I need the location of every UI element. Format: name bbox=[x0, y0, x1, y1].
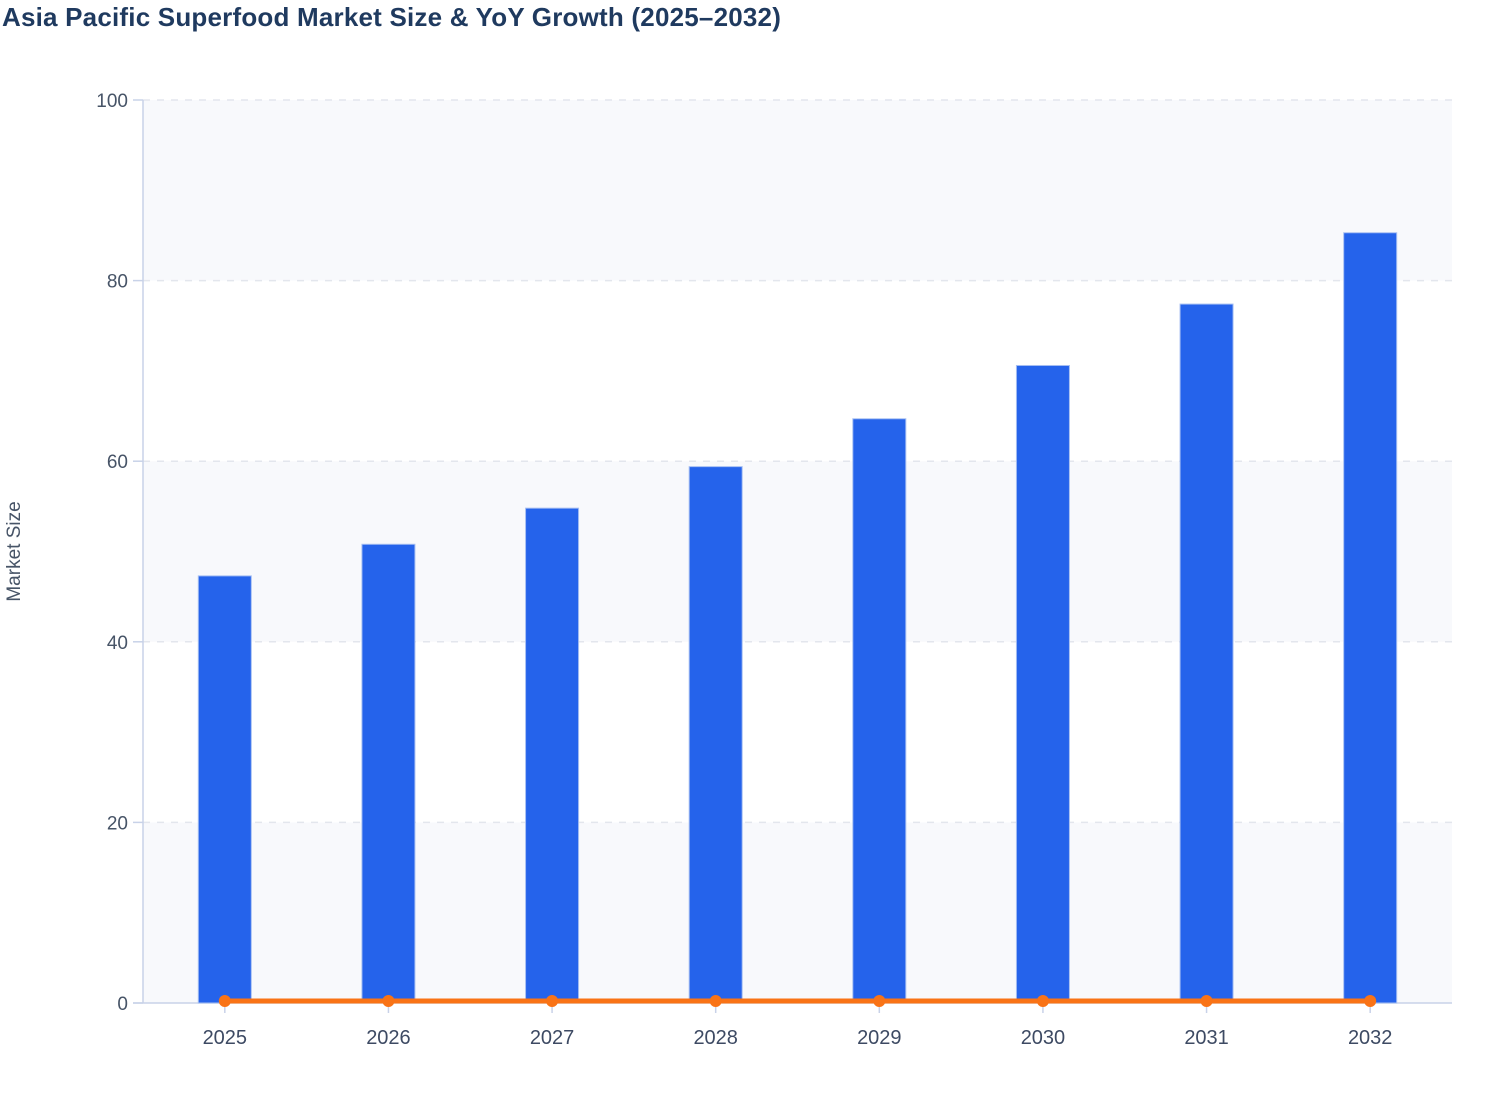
yoy-growth-marker-2028 bbox=[709, 995, 722, 1007]
x-tick-label-2030: 2030 bbox=[1021, 1027, 1066, 1049]
yoy-growth-marker-2027 bbox=[546, 995, 559, 1007]
bar-2026 bbox=[361, 543, 416, 1004]
x-tick-label-2031: 2031 bbox=[1184, 1027, 1229, 1049]
bar-2027 bbox=[525, 507, 580, 1004]
yoy-growth-marker-2026 bbox=[382, 995, 395, 1007]
x-tick-label-2027: 2027 bbox=[530, 1027, 575, 1049]
y-tick-label: 40 bbox=[107, 633, 128, 654]
yoy-growth-marker-2025 bbox=[218, 995, 231, 1007]
chart-title: Asia Pacific Superfood Market Size & YoY… bbox=[2, 2, 782, 32]
x-tick-label-2029: 2029 bbox=[857, 1027, 902, 1049]
x-tick-label-2032: 2032 bbox=[1348, 1027, 1393, 1049]
yoy-growth-marker-2029 bbox=[873, 995, 886, 1007]
y-tick-label: 100 bbox=[96, 91, 128, 112]
bar-2032 bbox=[1343, 232, 1398, 1004]
bar-2025 bbox=[197, 575, 252, 1004]
plot-band bbox=[143, 100, 1452, 281]
y-axis-title: Market Size bbox=[4, 501, 25, 601]
y-tick-label: 80 bbox=[107, 272, 128, 293]
x-tick-label-2025: 2025 bbox=[203, 1027, 248, 1049]
yoy-growth-marker-2032 bbox=[1364, 995, 1377, 1007]
bar-2030 bbox=[1015, 364, 1070, 1004]
bar-2028 bbox=[688, 466, 743, 1004]
y-tick-label: 60 bbox=[107, 452, 128, 473]
plot-band bbox=[143, 822, 1452, 1003]
y-tick-label: 20 bbox=[107, 813, 128, 834]
y-tick-label: 0 bbox=[117, 994, 128, 1015]
x-tick-label-2026: 2026 bbox=[366, 1027, 411, 1049]
bar-2029 bbox=[852, 418, 907, 1004]
yoy-growth-marker-2030 bbox=[1036, 995, 1049, 1007]
x-tick-label-2028: 2028 bbox=[693, 1027, 738, 1049]
yoy-growth-marker-2031 bbox=[1200, 995, 1213, 1007]
plot-band bbox=[143, 461, 1452, 642]
bar-2031 bbox=[1179, 303, 1234, 1004]
